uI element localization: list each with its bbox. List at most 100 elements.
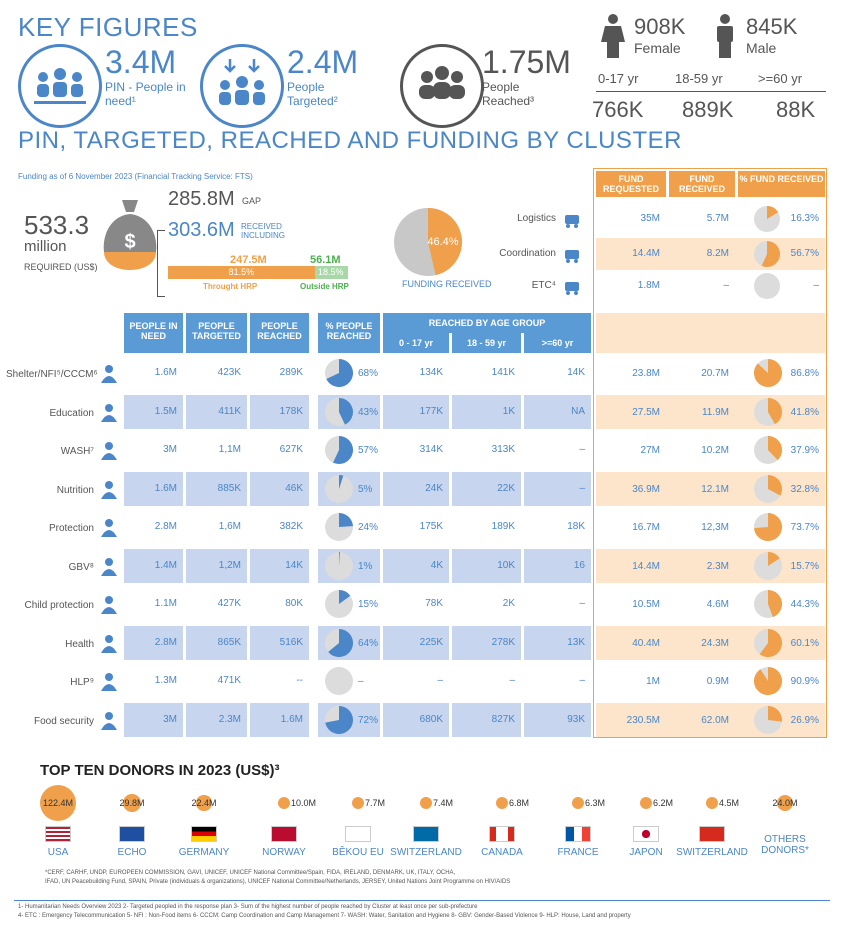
female-icon bbox=[600, 14, 626, 63]
male-icon bbox=[714, 14, 736, 63]
cell-a1: 225K bbox=[383, 625, 449, 660]
outside-hrp-label: Outside HRP bbox=[300, 282, 349, 291]
donors-note-1: *CERF, CARHF, UNDP, EUROPEEN COMMISSION,… bbox=[45, 870, 456, 876]
cell-fund-pct: 15.7% bbox=[790, 560, 819, 572]
gbv-icon bbox=[98, 556, 120, 578]
cell-a2: 141K bbox=[491, 367, 515, 378]
required-value: 533.3 bbox=[24, 210, 90, 240]
mother-child-icon bbox=[98, 479, 120, 501]
cell-fund-pct: 26.9% bbox=[790, 714, 819, 726]
cell-requested: 40.4M bbox=[632, 637, 660, 649]
cluster-name: Protection bbox=[48, 523, 94, 534]
reached-pie bbox=[325, 359, 353, 387]
cell-a1: 680K bbox=[383, 702, 449, 737]
cell-reached: 1.6M bbox=[250, 702, 309, 737]
reached-pie bbox=[325, 397, 353, 426]
cell-a3: – bbox=[524, 471, 591, 506]
canada-flag-icon bbox=[489, 826, 515, 842]
cell-a2: 278K bbox=[452, 625, 521, 660]
cell-fund-pct: 73.7% bbox=[790, 522, 819, 533]
cluster-name: HLP⁹ bbox=[70, 677, 94, 688]
cell-targeted: 411K bbox=[186, 394, 247, 429]
people-reached-icon bbox=[400, 44, 484, 128]
reached-pie bbox=[325, 474, 353, 503]
hlp-icon bbox=[98, 671, 120, 693]
cell-targeted: 1,1M bbox=[218, 444, 241, 455]
cell-pin: 1.4M bbox=[124, 548, 183, 583]
cell-targeted: 427K bbox=[217, 598, 241, 609]
side-cluster-name: Coordination bbox=[499, 248, 556, 259]
cell-a2: – bbox=[509, 675, 515, 686]
cluster-name: Health bbox=[65, 638, 94, 650]
cell-pin: 3M bbox=[124, 702, 183, 737]
cell-pin: 2.8M bbox=[154, 521, 177, 532]
cell-pct: 1% bbox=[358, 560, 373, 572]
female-label: Female bbox=[634, 40, 681, 56]
cell-a2: 313K bbox=[491, 444, 515, 455]
cell-a2: 189K bbox=[491, 521, 515, 532]
cell-reached: 80K bbox=[285, 598, 303, 609]
cell-received: 62.0M bbox=[701, 714, 729, 726]
plane-truck-icon bbox=[562, 209, 582, 229]
targeted-label: People Targeted² bbox=[287, 80, 338, 108]
male-label: Male bbox=[746, 40, 777, 56]
cell-pin: 1.5M bbox=[124, 394, 183, 429]
cell-a2: 22K bbox=[452, 471, 521, 506]
cell-pin: 1.6M bbox=[124, 471, 183, 506]
side-pct: – bbox=[813, 280, 819, 291]
cell-a1: 4K bbox=[383, 548, 449, 583]
side-cluster-name: Logistics bbox=[517, 213, 556, 224]
reached-pie bbox=[325, 667, 353, 695]
key-figures-title: KEY FIGURES bbox=[18, 12, 198, 42]
cell-fund-pct: 41.8% bbox=[790, 406, 819, 418]
donor-bubble bbox=[123, 794, 141, 812]
donor-name: FRANCE bbox=[557, 847, 599, 858]
hdr-targeted: PEOPLE TARGETED bbox=[186, 313, 247, 353]
donor-bubble bbox=[40, 785, 76, 821]
outside-hrp-value: 56.1M bbox=[310, 254, 341, 266]
hdr-age-0-17: 0 - 17 yr bbox=[383, 333, 449, 353]
cell-a1: 24K bbox=[383, 471, 449, 506]
cell-received: 10.2M bbox=[701, 445, 729, 456]
cell-fund-pct: 60.1% bbox=[790, 637, 819, 649]
cell-targeted: 2.3M bbox=[186, 702, 247, 737]
house-icon bbox=[98, 363, 120, 385]
cell-pct: 72% bbox=[358, 714, 379, 726]
hdr-pct-reached: % PEOPLE REACHED bbox=[318, 313, 380, 353]
cell-targeted: 1,2M bbox=[186, 548, 247, 583]
cell-requested: 16.7M bbox=[632, 522, 660, 533]
reached-pie bbox=[325, 590, 353, 618]
side-fund-pie bbox=[754, 206, 780, 232]
cell-a1: 78K bbox=[425, 598, 443, 609]
cell-requested: 14.4M bbox=[632, 560, 660, 572]
donor-bubble bbox=[777, 795, 793, 811]
germany-flag-icon bbox=[191, 826, 217, 842]
cell-fund-pct: 32.8% bbox=[790, 483, 819, 495]
cell-a2: 1K bbox=[452, 394, 521, 429]
required-unit: million bbox=[24, 238, 67, 255]
donor-value: 7.4M bbox=[433, 798, 454, 808]
cell-received: 0.9M bbox=[706, 676, 729, 687]
donor-name: ECHO bbox=[117, 847, 147, 858]
reached-pie bbox=[325, 705, 353, 734]
food-bowl-icon bbox=[98, 710, 120, 732]
usa-flag-icon bbox=[45, 826, 71, 842]
fund-row-bg bbox=[596, 625, 825, 660]
donor-bubble bbox=[572, 797, 584, 809]
reached-pie bbox=[325, 628, 353, 657]
cell-a1: – bbox=[437, 675, 443, 686]
fund-pie bbox=[754, 359, 782, 387]
cluster-name: GBV⁸ bbox=[68, 561, 94, 573]
cell-fund-pct: 90.9% bbox=[790, 676, 819, 687]
cell-requested: 23.8M bbox=[632, 368, 660, 379]
cell-pin: 1.1M bbox=[154, 598, 177, 609]
cell-reached: 516K bbox=[250, 625, 309, 660]
fund-row-bg bbox=[596, 394, 825, 429]
cell-reached: 289K bbox=[279, 367, 303, 378]
cell-requested: 36.9M bbox=[632, 483, 660, 495]
cell-received: 24.3M bbox=[701, 637, 729, 649]
cell-targeted: 865K bbox=[186, 625, 247, 660]
reached-pie bbox=[325, 436, 353, 464]
age-label-60: >=60 yr bbox=[758, 71, 803, 86]
cell-a1: 134K bbox=[419, 367, 443, 378]
